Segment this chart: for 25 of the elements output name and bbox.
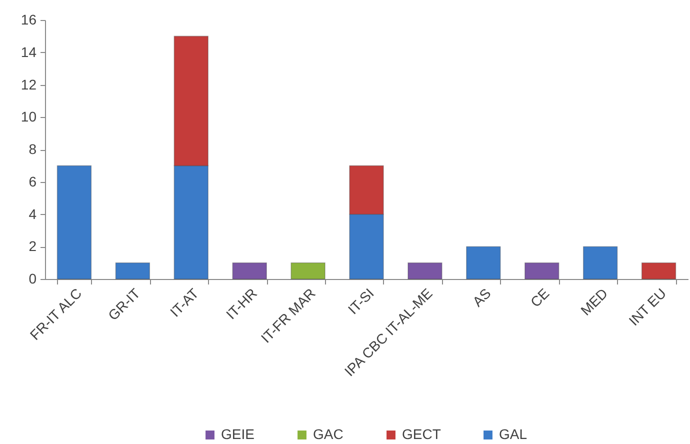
legend-label: GAC	[313, 426, 344, 442]
y-tick-label: 10	[20, 108, 37, 125]
bar	[232, 262, 267, 280]
x-tick-label: AS	[469, 285, 494, 310]
y-tick-label: 8	[28, 141, 37, 157]
bar	[56, 165, 92, 280]
bar	[524, 262, 560, 280]
bar	[408, 262, 442, 280]
y-tick-label: 4	[28, 206, 37, 222]
y-tick-label: 14	[20, 44, 37, 60]
x-tick-label: INT EU	[626, 285, 670, 329]
y-tick-label: 2	[28, 238, 37, 254]
y-tick-label: 0	[28, 270, 37, 286]
bar	[290, 262, 326, 280]
legend-label: GAL	[499, 426, 528, 442]
legend-label: GECT	[402, 426, 442, 442]
bar	[115, 262, 150, 280]
y-tick-label: 12	[20, 76, 37, 92]
y-tick-label: 6	[28, 173, 37, 190]
bar	[582, 246, 618, 280]
bar	[641, 262, 676, 280]
y-tick-label: 16	[20, 12, 37, 28]
x-tick-label: CE	[527, 285, 552, 310]
bar	[466, 246, 501, 280]
legend-label: GEIE	[221, 426, 254, 442]
